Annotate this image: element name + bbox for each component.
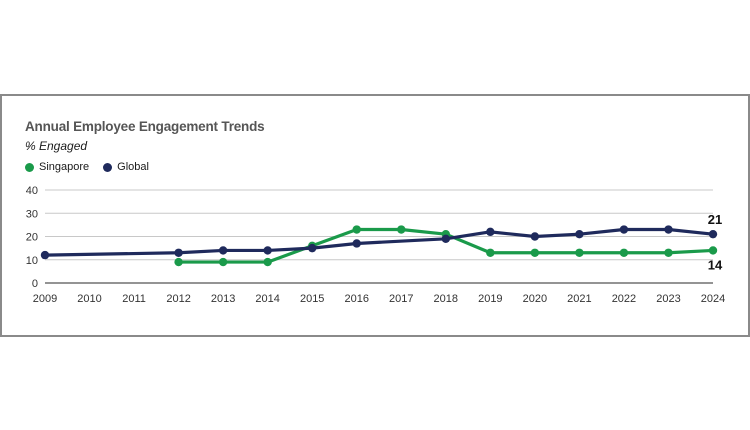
- end-label-global: 21: [708, 212, 722, 227]
- legend-marker-global: [103, 162, 113, 172]
- x-tick-label: 2010: [77, 293, 101, 305]
- data-point-global: [40, 250, 50, 260]
- data-point-global: [575, 229, 584, 239]
- data-point-singapore: [575, 248, 584, 257]
- data-point-singapore: [530, 248, 540, 257]
- data-point-singapore: [397, 225, 406, 234]
- y-axis-ticks: 0 10 20 30 40: [26, 185, 38, 290]
- legend-label-singapore: Singapore: [39, 161, 90, 173]
- data-point-global: [263, 246, 272, 255]
- x-tick-label: 2016: [344, 293, 368, 305]
- y-tick-label: 20: [26, 232, 38, 244]
- y-tick-label: 0: [32, 278, 38, 290]
- x-tick-label: 2017: [389, 293, 413, 305]
- data-point-singapore: [263, 257, 272, 267]
- x-tick-label: 2015: [300, 293, 324, 305]
- data-point-global: [708, 229, 718, 239]
- legend-label-global: Global: [117, 161, 149, 173]
- end-label-singapore: 14: [708, 257, 723, 272]
- x-tick-label: 2013: [211, 293, 235, 305]
- data-point-singapore: [708, 246, 718, 255]
- data-point-global: [664, 225, 673, 234]
- x-tick-label: 2020: [523, 293, 547, 305]
- y-tick-label: 10: [26, 255, 38, 267]
- legend-item-global: Global: [103, 161, 149, 173]
- data-point-singapore: [619, 248, 629, 257]
- x-tick-label: 2019: [478, 293, 502, 305]
- x-tick-label: 2009: [33, 293, 57, 305]
- chart-card: [0, 94, 750, 337]
- series-group: [40, 225, 718, 267]
- chart-title: Annual Employee Engagement Trends: [25, 119, 265, 134]
- x-tick-label: 2018: [434, 293, 458, 305]
- data-point-global: [619, 225, 629, 234]
- x-tick-label: 2011: [122, 293, 146, 305]
- data-point-global: [174, 248, 183, 257]
- legend-marker-singapore: [25, 162, 34, 172]
- x-axis-ticks: 2009 2010 2011 2012 2013 2014 2015 2016 2017 2018…: [33, 293, 725, 305]
- data-point-singapore: [664, 248, 673, 257]
- gridlines: [45, 189, 713, 284]
- x-tick-label: 2012: [166, 293, 190, 305]
- series-global: [40, 225, 718, 260]
- x-tick-label: 2024: [701, 293, 725, 305]
- data-point-global: [218, 246, 228, 255]
- y-tick-label: 30: [26, 208, 38, 220]
- data-point-global: [308, 243, 317, 253]
- x-tick-label: 2022: [612, 293, 636, 305]
- data-point-global: [441, 234, 450, 244]
- chart-legend: Singapore Global: [25, 161, 163, 173]
- end-labels: 14 21: [708, 212, 723, 272]
- data-point-global: [352, 239, 361, 248]
- x-tick-label: 2023: [656, 293, 680, 305]
- x-tick-label: 2021: [567, 293, 591, 305]
- data-point-global: [486, 227, 495, 237]
- x-tick-label: 2014: [255, 293, 279, 305]
- chart-subtitle: % Engaged: [25, 139, 88, 153]
- data-point-singapore: [174, 257, 183, 267]
- data-point-singapore: [218, 257, 228, 267]
- data-point-global: [530, 232, 540, 241]
- data-point-singapore: [352, 225, 361, 234]
- data-point-singapore: [486, 248, 495, 257]
- y-tick-label: 40: [26, 185, 38, 197]
- legend-item-singapore: Singapore: [25, 161, 89, 173]
